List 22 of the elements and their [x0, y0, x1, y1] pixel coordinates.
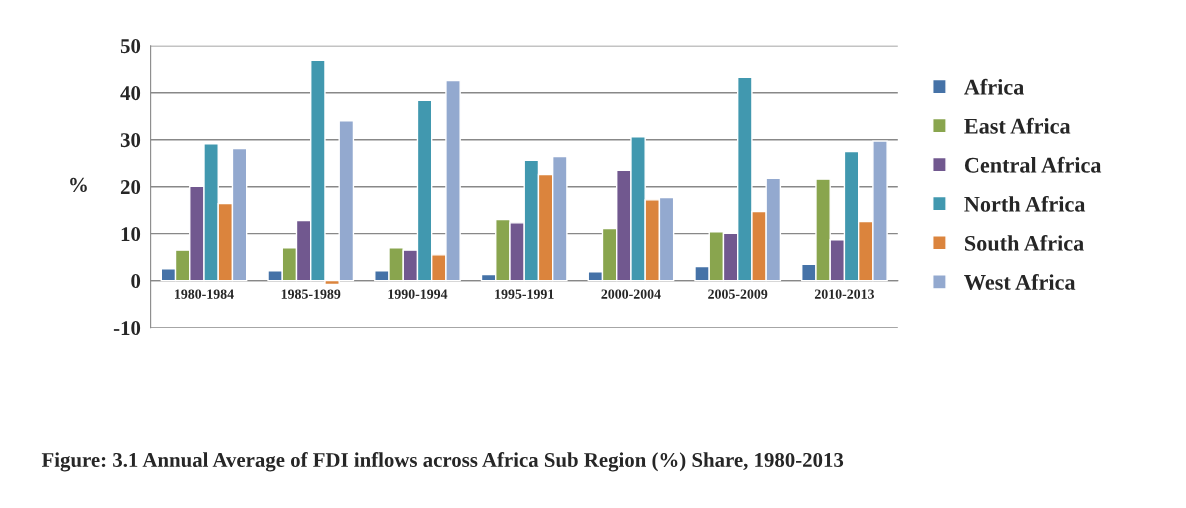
x-tick-label: 2000-2004	[601, 289, 661, 299]
legend-label: Africa	[964, 78, 1024, 95]
y-tick-label: -10	[113, 321, 141, 336]
y-tick-label: 30	[120, 133, 141, 148]
legend-label: East Africa	[964, 117, 1071, 134]
legend-label: Central Africa	[964, 156, 1102, 173]
legend-label: South Africa	[965, 234, 1084, 251]
x-tick-label: 2005-2009	[708, 289, 768, 299]
y-tick-label: 0	[131, 274, 141, 289]
y-tick-label: 20	[120, 180, 141, 195]
x-tick-label: 2010-2013	[814, 289, 875, 299]
x-tick-label: 1990-1994	[388, 289, 448, 299]
x-tick-label: 1980-1984	[175, 289, 234, 299]
y-tick-label: 10	[121, 227, 141, 242]
x-tick-label: 1985-1989	[281, 289, 341, 299]
y-tick-label: 50	[120, 39, 141, 54]
legend-label: West Africa	[964, 273, 1076, 290]
text: Figure: 3.1 Annual Average of FDI inflows across Africa Sub Region (%) Share, 1980-2013	[41, 452, 844, 472]
y-tick-label: 40	[120, 86, 141, 101]
y-axis-title: %	[70, 177, 87, 192]
legend-label: North Africa	[964, 195, 1086, 212]
x-tick-label: 1995-1991	[495, 289, 554, 299]
